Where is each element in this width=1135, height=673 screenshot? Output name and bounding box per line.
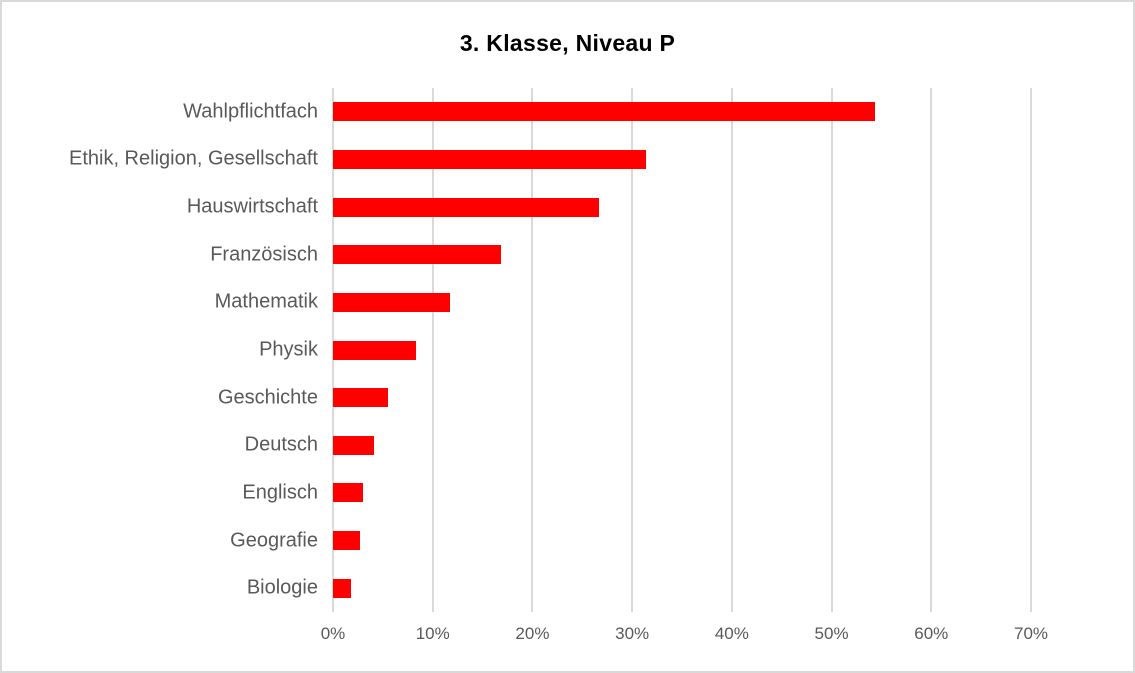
bar-hauswirtschaft bbox=[333, 197, 600, 217]
bar-französisch bbox=[333, 245, 501, 265]
x-tick-label: 70% bbox=[1013, 624, 1049, 643]
bar-englisch bbox=[333, 483, 363, 503]
category-label: Mathematik bbox=[214, 290, 318, 313]
x-tick-label: 0% bbox=[320, 624, 346, 643]
category-label: Physik bbox=[259, 338, 318, 361]
category-label: Wahlpflichtfach bbox=[183, 100, 318, 123]
bar-geschichte bbox=[333, 388, 388, 408]
category-label: Biologie bbox=[246, 576, 318, 599]
category-label: Französisch bbox=[210, 243, 318, 266]
category-label: Deutsch bbox=[244, 433, 318, 456]
gridline bbox=[930, 88, 933, 612]
gridline bbox=[631, 88, 634, 612]
x-tick-label: 50% bbox=[814, 624, 849, 643]
gridline bbox=[431, 88, 434, 612]
bar-ethik-religion-gesellschaft bbox=[333, 149, 647, 169]
bar-geografie bbox=[333, 531, 360, 551]
gridline bbox=[830, 88, 833, 612]
category-label: Geschichte bbox=[217, 386, 318, 409]
category-label: Englisch bbox=[242, 481, 318, 504]
gridline bbox=[1030, 88, 1032, 612]
category-label: Ethik, Religion, Gesellschaft bbox=[68, 147, 318, 170]
bar-mathematik bbox=[333, 292, 450, 312]
bar-biologie bbox=[333, 578, 351, 598]
x-tick-label: 40% bbox=[714, 624, 749, 643]
x-tick-label: 30% bbox=[615, 624, 650, 643]
gridline bbox=[531, 88, 534, 612]
gridline bbox=[730, 88, 733, 612]
x-tick-label: 10% bbox=[415, 624, 450, 643]
bar-deutsch bbox=[333, 435, 374, 455]
x-tick-label: 60% bbox=[914, 624, 949, 643]
bar-wahlpflichtfach bbox=[333, 102, 876, 122]
plot-area bbox=[332, 88, 1032, 612]
chart-title: 3. Klasse, Niveau P bbox=[459, 30, 676, 56]
bar-physik bbox=[333, 340, 416, 360]
category-label: Geografie bbox=[230, 529, 318, 552]
category-label: Hauswirtschaft bbox=[186, 195, 318, 218]
x-tick-label: 20% bbox=[515, 624, 550, 643]
